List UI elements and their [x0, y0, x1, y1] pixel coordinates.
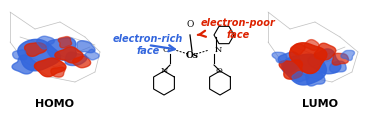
Text: electron-poor
face: electron-poor face	[198, 18, 276, 40]
Polygon shape	[58, 37, 71, 48]
Polygon shape	[76, 41, 95, 53]
Text: N: N	[161, 67, 168, 75]
Text: O: O	[216, 67, 223, 75]
Polygon shape	[292, 72, 309, 82]
Polygon shape	[12, 50, 27, 60]
Polygon shape	[46, 38, 76, 60]
Text: Os: Os	[186, 51, 198, 60]
Polygon shape	[272, 52, 287, 63]
Polygon shape	[12, 55, 37, 74]
Polygon shape	[332, 53, 349, 65]
Polygon shape	[25, 43, 46, 56]
Polygon shape	[37, 36, 54, 49]
Text: LUMO: LUMO	[302, 99, 338, 109]
Polygon shape	[308, 49, 341, 74]
Polygon shape	[73, 56, 91, 68]
Polygon shape	[85, 49, 99, 60]
Polygon shape	[304, 40, 319, 50]
Polygon shape	[65, 52, 87, 66]
Polygon shape	[314, 43, 336, 60]
Polygon shape	[341, 50, 355, 60]
Polygon shape	[306, 73, 325, 86]
Polygon shape	[34, 58, 66, 77]
Polygon shape	[18, 39, 60, 71]
Polygon shape	[279, 60, 302, 79]
Polygon shape	[55, 47, 83, 63]
Polygon shape	[330, 61, 346, 73]
Polygon shape	[283, 54, 326, 85]
Polygon shape	[51, 67, 65, 77]
Text: N: N	[215, 46, 222, 54]
Polygon shape	[291, 44, 305, 55]
Text: O: O	[186, 20, 194, 29]
Text: O: O	[162, 46, 169, 54]
Text: electron-rich
face: electron-rich face	[113, 34, 183, 56]
Text: HOMO: HOMO	[36, 99, 74, 109]
Polygon shape	[278, 52, 301, 73]
Polygon shape	[290, 43, 327, 74]
